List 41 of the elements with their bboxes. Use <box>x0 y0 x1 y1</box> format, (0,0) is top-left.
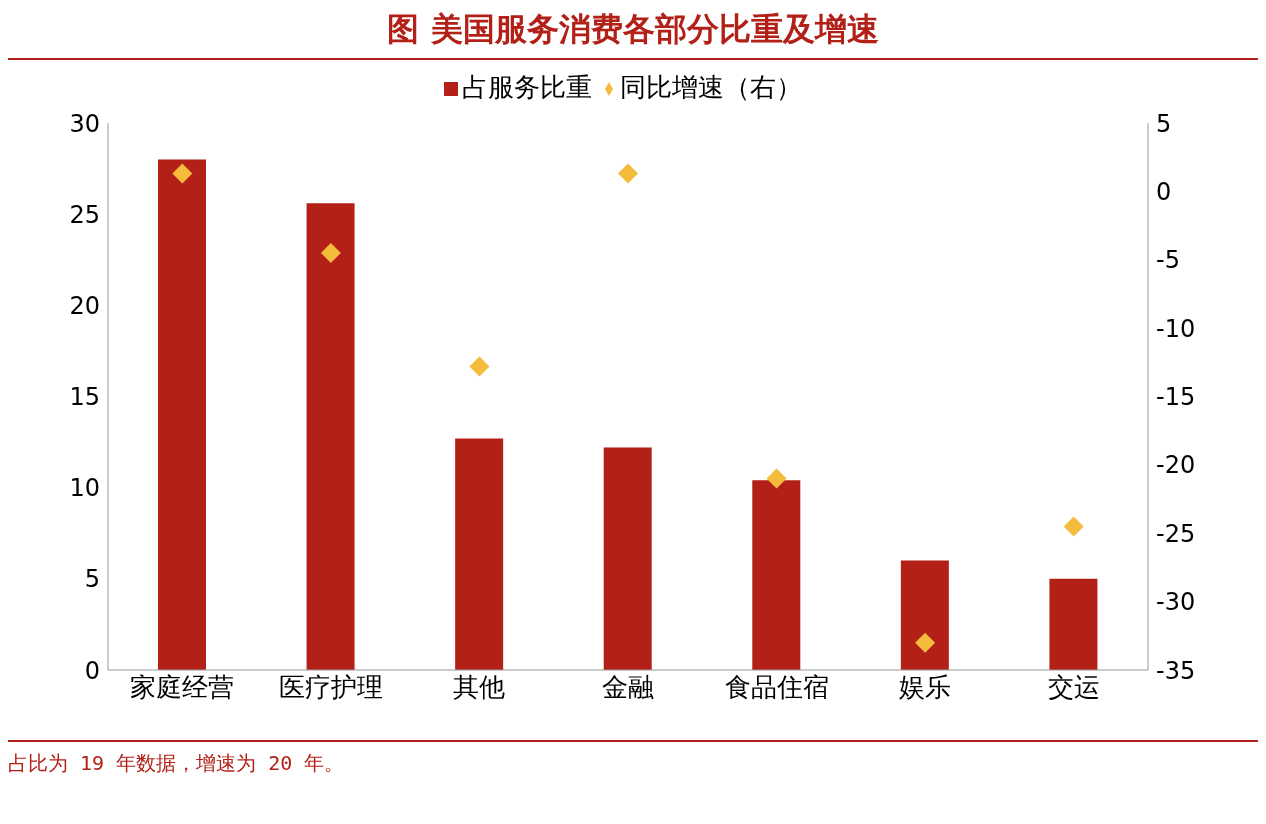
text: 占比为 19 年数据，增速为 20 年。 <box>8 750 346 777</box>
bar <box>752 480 801 670</box>
y2-tick-label: -25 <box>1156 519 1196 548</box>
y2-tick-label: 5 <box>1156 109 1172 138</box>
point <box>618 163 638 184</box>
bar <box>455 438 504 670</box>
point <box>766 468 787 489</box>
x-tick-label: 食品住宿 <box>724 672 829 703</box>
y-tick-label: 10 <box>69 474 100 503</box>
point <box>915 632 936 653</box>
point <box>320 242 341 263</box>
y2-tick-label: 0 <box>1156 177 1172 206</box>
y2-tick-label: -10 <box>1156 314 1196 343</box>
y2-tick-label: -30 <box>1156 588 1196 617</box>
bar <box>603 447 652 670</box>
bar <box>158 159 206 670</box>
y-tick-label: 5 <box>84 565 100 594</box>
point <box>469 356 490 377</box>
x-tick-label: 其他 <box>453 672 506 703</box>
legend-label: 占服务比重 <box>462 72 592 102</box>
x-tick-label: 金融 <box>602 672 654 703</box>
y2-tick-label: -20 <box>1156 451 1196 480</box>
y-tick-label: 30 <box>69 109 100 138</box>
y-tick-label: 15 <box>69 383 100 412</box>
x-tick-label: 交运 <box>1047 672 1100 703</box>
y2-tick-label: -35 <box>1156 656 1196 685</box>
bar <box>306 203 355 670</box>
bar <box>1049 578 1098 670</box>
point <box>1063 516 1084 537</box>
y-tick-label: 0 <box>84 656 100 685</box>
x-tick-label: 家庭经营 <box>130 672 235 703</box>
y2-tick-label: -15 <box>1156 383 1196 412</box>
y-tick-label: 25 <box>69 200 100 229</box>
y-tick-label: 20 <box>69 291 100 320</box>
legend-label: 同比增速（右） <box>620 72 802 102</box>
x-tick-label: 医疗护理 <box>278 672 383 703</box>
bar <box>900 560 949 670</box>
y2-tick-label: -5 <box>1156 246 1180 275</box>
point <box>172 163 193 184</box>
chart-title: 图 美国服务消费各部分比重及增速 <box>8 8 1258 60</box>
x-tick-label: 娱乐 <box>899 672 952 703</box>
